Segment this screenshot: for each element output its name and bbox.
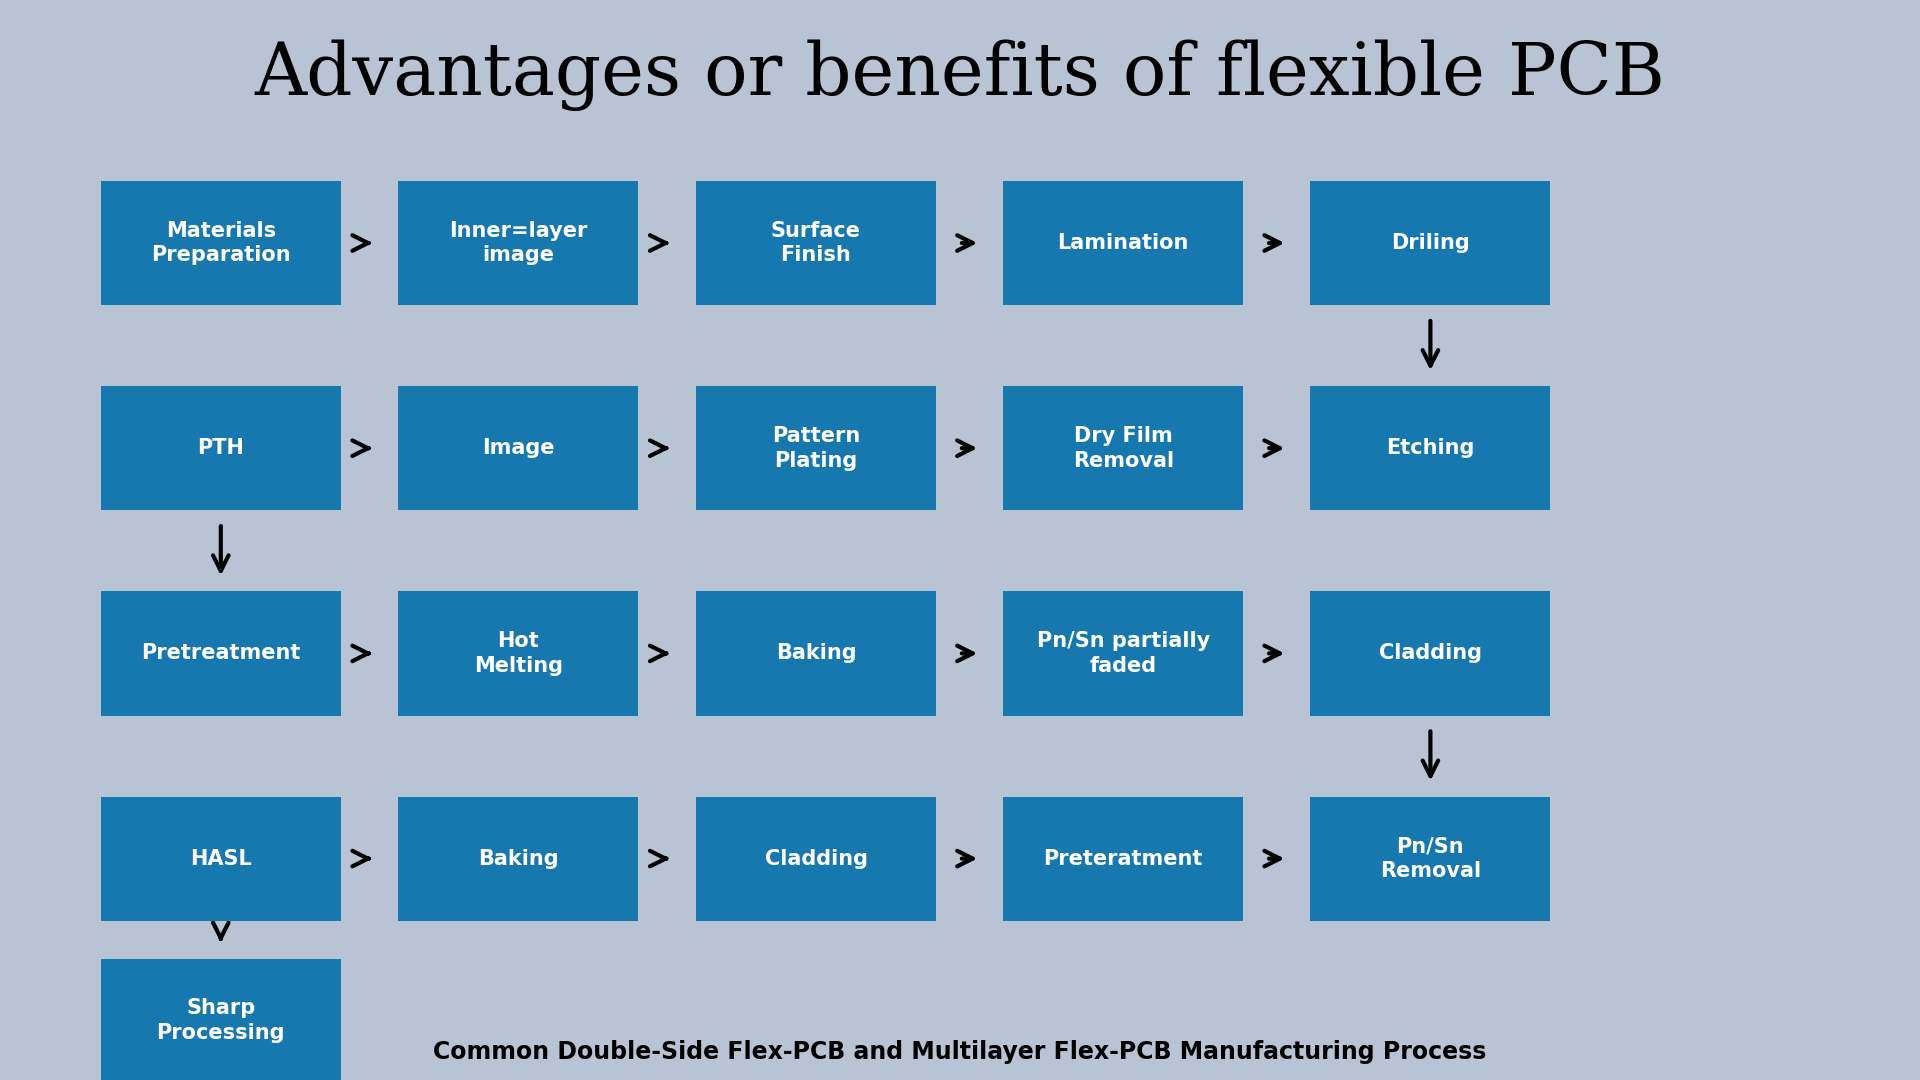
Text: Cladding: Cladding [764,849,868,868]
Text: Lamination: Lamination [1058,233,1188,253]
FancyBboxPatch shape [399,180,637,305]
FancyBboxPatch shape [102,592,340,715]
Text: Pretreatment: Pretreatment [140,644,301,663]
FancyBboxPatch shape [102,180,340,305]
Text: HASL: HASL [190,849,252,868]
Text: Preteratment: Preteratment [1043,849,1204,868]
Text: Sharp
Processing: Sharp Processing [157,998,284,1043]
FancyBboxPatch shape [1002,797,1242,920]
Text: Etching: Etching [1386,438,1475,458]
FancyBboxPatch shape [1309,180,1551,305]
Text: Inner=layer
image: Inner=layer image [449,220,588,266]
FancyBboxPatch shape [695,387,937,511]
FancyBboxPatch shape [1002,180,1242,305]
Text: Baking: Baking [478,849,559,868]
Text: Hot
Melting: Hot Melting [474,631,563,676]
Text: Pattern
Plating: Pattern Plating [772,426,860,471]
FancyBboxPatch shape [695,180,937,305]
FancyBboxPatch shape [102,387,340,511]
FancyBboxPatch shape [399,592,637,715]
FancyBboxPatch shape [1309,387,1551,511]
Text: Dry Film
Removal: Dry Film Removal [1073,426,1173,471]
Text: PTH: PTH [198,438,244,458]
FancyBboxPatch shape [695,592,937,715]
Text: Common Double-Side Flex-PCB and Multilayer Flex-PCB Manufacturing Process: Common Double-Side Flex-PCB and Multilay… [434,1040,1486,1064]
Text: Surface
Finish: Surface Finish [772,220,860,266]
FancyBboxPatch shape [102,797,340,920]
Text: Image: Image [482,438,555,458]
FancyBboxPatch shape [1309,592,1551,715]
FancyBboxPatch shape [695,797,937,920]
Text: Driling: Driling [1390,233,1471,253]
FancyBboxPatch shape [1309,797,1551,920]
FancyBboxPatch shape [399,387,637,511]
Text: Advantages or benefits of flexible PCB: Advantages or benefits of flexible PCB [255,40,1665,111]
FancyBboxPatch shape [1002,387,1242,511]
Text: Materials
Preparation: Materials Preparation [152,220,290,266]
FancyBboxPatch shape [1002,592,1242,715]
FancyBboxPatch shape [399,797,637,920]
Text: Pn/Sn
Removal: Pn/Sn Removal [1380,836,1480,881]
Text: Cladding: Cladding [1379,644,1482,663]
Text: Pn/Sn partially
faded: Pn/Sn partially faded [1037,631,1210,676]
Text: Baking: Baking [776,644,856,663]
FancyBboxPatch shape [102,959,340,1080]
